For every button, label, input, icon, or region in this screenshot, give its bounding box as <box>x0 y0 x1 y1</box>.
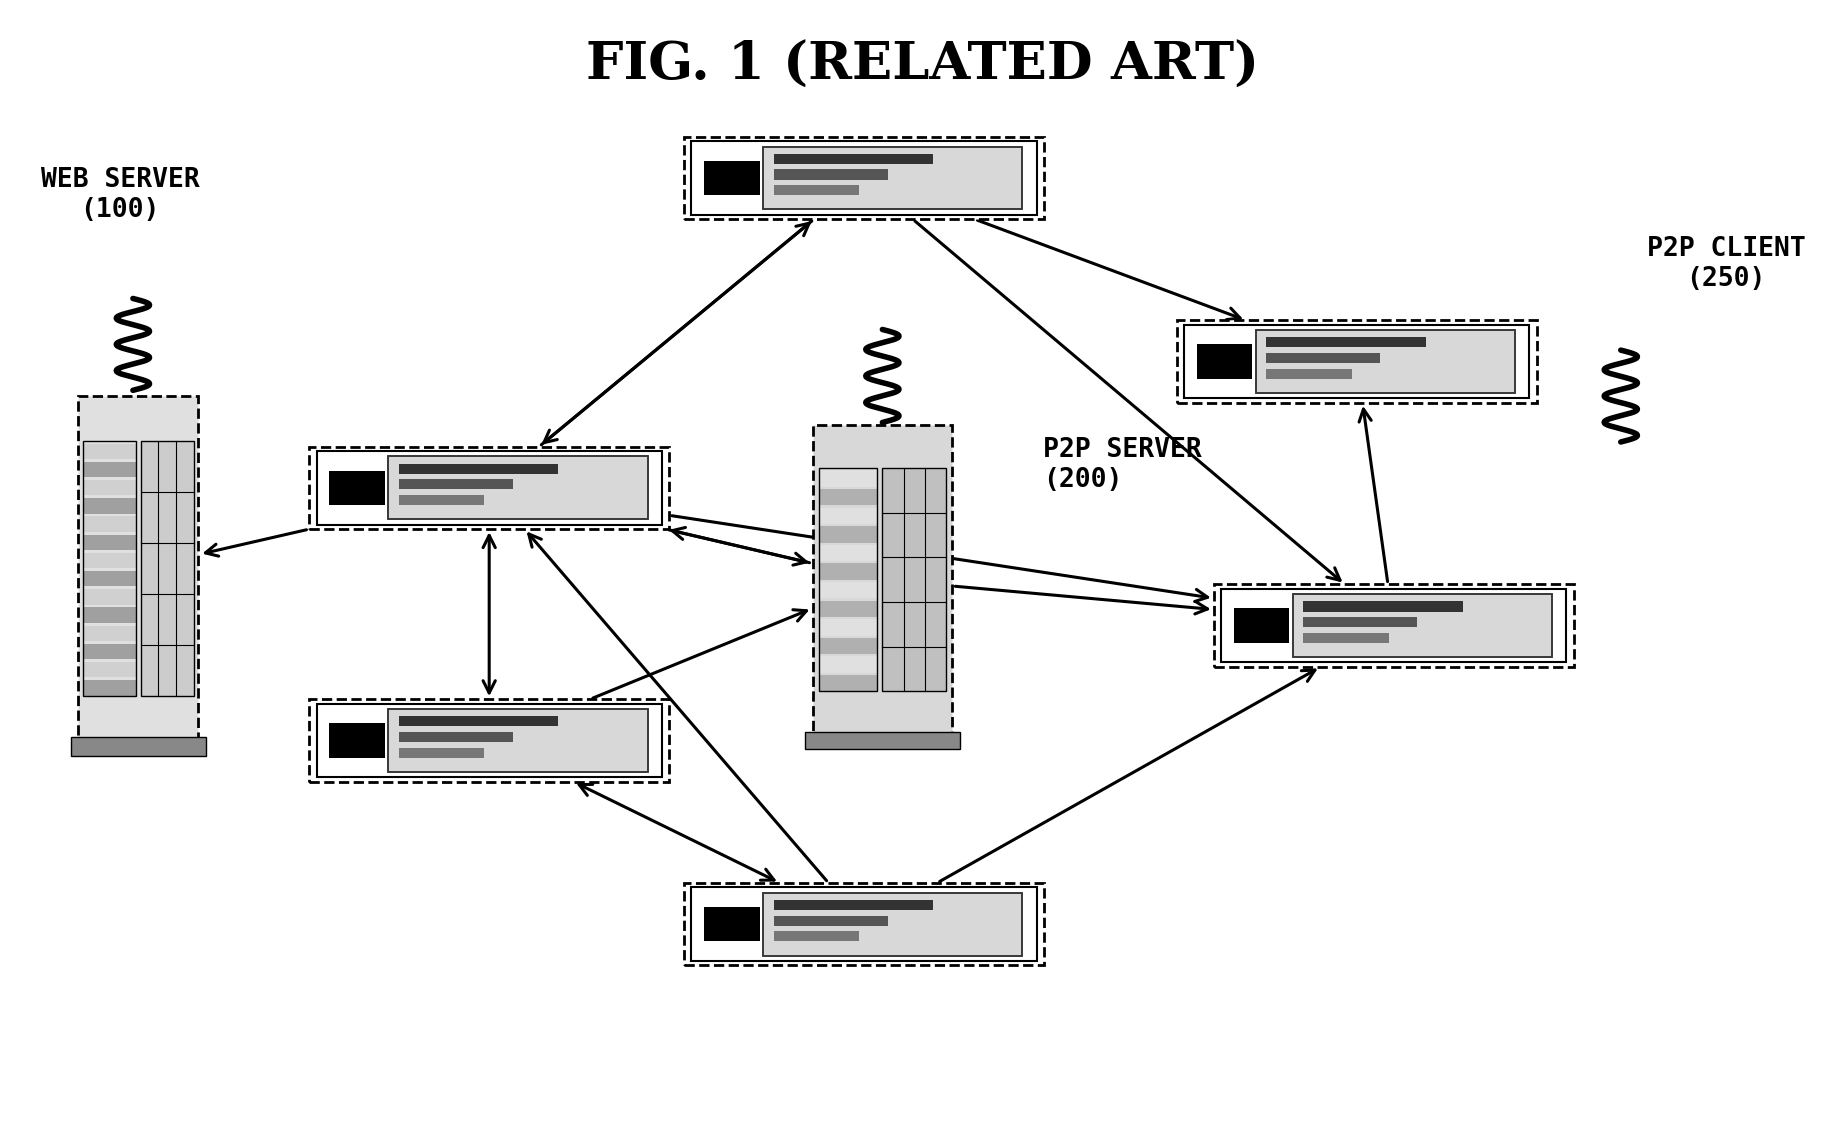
Bar <box>83 626 137 641</box>
Bar <box>1255 331 1516 393</box>
FancyBboxPatch shape <box>1176 320 1536 403</box>
Bar <box>703 907 759 941</box>
Bar <box>399 716 559 727</box>
Bar <box>83 443 137 459</box>
Bar <box>703 161 759 195</box>
Bar <box>388 709 648 771</box>
Bar <box>820 582 877 598</box>
FancyBboxPatch shape <box>310 699 670 782</box>
Bar <box>83 498 137 513</box>
Bar <box>762 893 1023 955</box>
Bar <box>773 931 858 941</box>
Bar <box>388 709 648 771</box>
Bar <box>1303 602 1464 612</box>
Bar <box>388 457 648 519</box>
Bar <box>762 147 1023 209</box>
FancyBboxPatch shape <box>78 396 198 740</box>
Bar <box>805 731 960 748</box>
Bar <box>773 169 888 179</box>
FancyBboxPatch shape <box>685 137 1045 219</box>
Bar <box>820 619 877 636</box>
Bar <box>83 662 137 677</box>
Bar <box>83 589 137 605</box>
FancyBboxPatch shape <box>318 704 661 777</box>
FancyBboxPatch shape <box>318 451 661 525</box>
Bar <box>762 147 1023 209</box>
Bar <box>83 517 137 532</box>
FancyBboxPatch shape <box>310 447 670 529</box>
Bar <box>1303 633 1388 643</box>
Bar <box>329 723 384 758</box>
Bar <box>820 564 877 580</box>
Text: WEB SERVER
(100): WEB SERVER (100) <box>41 168 199 223</box>
Bar <box>820 471 877 487</box>
Bar <box>399 479 513 489</box>
Bar <box>762 893 1023 955</box>
Bar <box>820 489 877 505</box>
Bar <box>773 915 888 925</box>
Text: P2P CLIENT
(250): P2P CLIENT (250) <box>1647 236 1805 292</box>
Bar <box>399 495 484 505</box>
FancyBboxPatch shape <box>1213 584 1573 667</box>
Bar <box>820 507 877 523</box>
Bar <box>83 607 137 623</box>
Bar <box>1255 331 1516 393</box>
Bar <box>1196 344 1252 379</box>
FancyBboxPatch shape <box>692 887 1037 961</box>
Bar <box>83 644 137 659</box>
Bar <box>388 457 648 519</box>
Bar <box>72 737 205 757</box>
Bar <box>882 468 945 691</box>
Bar <box>773 900 934 910</box>
FancyBboxPatch shape <box>685 883 1045 965</box>
Bar <box>820 657 877 673</box>
Bar <box>820 638 877 654</box>
Bar <box>820 545 877 561</box>
Bar <box>83 461 137 478</box>
Text: FIG. 1 (RELATED ART): FIG. 1 (RELATED ART) <box>587 40 1259 91</box>
Bar <box>1292 595 1552 657</box>
Bar <box>820 526 877 543</box>
Bar <box>83 571 137 587</box>
Bar <box>140 441 194 696</box>
Bar <box>1266 352 1381 363</box>
Bar <box>1266 338 1427 348</box>
Bar <box>1292 595 1552 657</box>
Bar <box>83 480 137 496</box>
Bar <box>83 441 137 696</box>
FancyBboxPatch shape <box>1220 589 1565 662</box>
Bar <box>83 681 137 696</box>
FancyBboxPatch shape <box>812 425 953 735</box>
Bar <box>820 675 877 691</box>
Text: P2P SERVER
(200): P2P SERVER (200) <box>1043 437 1202 492</box>
FancyBboxPatch shape <box>1183 325 1528 398</box>
Bar <box>820 600 877 616</box>
Bar <box>1303 616 1418 627</box>
Bar <box>820 468 877 691</box>
FancyBboxPatch shape <box>692 141 1037 215</box>
Bar <box>1233 608 1289 643</box>
Bar <box>399 464 559 474</box>
Bar <box>1266 369 1351 379</box>
Bar <box>773 185 858 195</box>
Bar <box>83 553 137 568</box>
Bar <box>773 154 934 164</box>
Bar <box>329 471 384 505</box>
Bar <box>83 535 137 550</box>
Bar <box>399 731 513 742</box>
Bar <box>399 747 484 758</box>
